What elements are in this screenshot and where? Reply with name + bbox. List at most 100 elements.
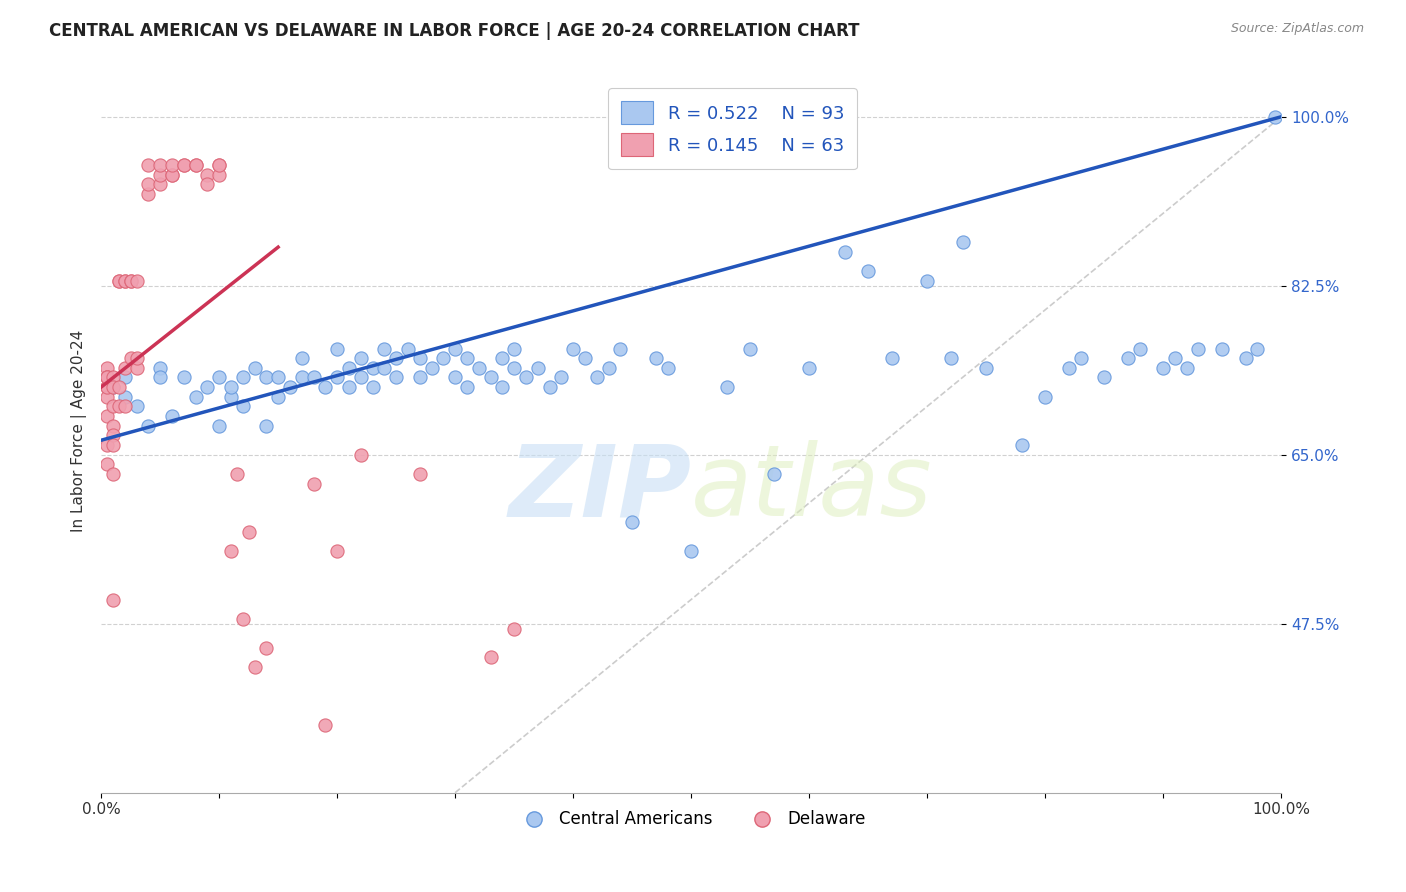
Point [96,409,118,423]
Text: Source: ZipAtlas.com: Source: ZipAtlas.com [1230,22,1364,36]
Point [409,467,432,481]
Point [373,360,395,375]
Point [657,360,679,375]
Point [195,380,218,394]
Point [503,342,526,356]
Point [125,360,148,375]
Point [219,544,242,558]
Point [409,370,432,384]
Point [1128,342,1150,356]
Point [444,342,467,356]
Point [361,360,384,375]
Point [254,640,277,655]
Point [96,360,118,375]
Point [550,370,572,384]
Point [1116,351,1139,366]
Point [136,178,159,192]
Point [232,612,254,626]
Point [208,168,231,182]
Point [160,158,183,172]
Point [219,390,242,404]
Point [101,467,124,481]
Point [915,274,938,288]
Point [1246,342,1268,356]
Point [797,360,820,375]
Point [149,168,172,182]
Point [538,380,561,394]
Point [1175,360,1198,375]
Point [396,342,419,356]
Point [515,370,537,384]
Point [526,360,548,375]
Point [114,360,136,375]
Point [681,544,703,558]
Point [101,438,124,452]
Point [114,370,136,384]
Point [409,351,432,366]
Point [160,168,183,182]
Point [96,370,118,384]
Point [208,158,231,172]
Point [337,380,360,394]
Point [385,351,408,366]
Point [108,274,131,288]
Point [208,158,231,172]
Point [952,235,974,250]
Legend: Central Americans, Delaware: Central Americans, Delaware [510,804,872,835]
Point [195,178,218,192]
Point [114,400,136,414]
Point [101,418,124,433]
Point [326,544,349,558]
Point [1264,110,1286,124]
Point [232,370,254,384]
Point [114,274,136,288]
Point [96,380,118,394]
Point [114,390,136,404]
Point [108,380,131,394]
Point [644,351,666,366]
Point [120,351,142,366]
Point [491,351,513,366]
Point [120,274,142,288]
Point [337,360,360,375]
Point [278,380,301,394]
Point [160,168,183,182]
Point [208,418,231,433]
Point [574,351,596,366]
Point [456,351,478,366]
Point [1092,370,1115,384]
Point [302,370,325,384]
Point [101,370,124,384]
Point [243,360,266,375]
Point [291,351,314,366]
Point [120,274,142,288]
Point [96,438,118,452]
Point [243,660,266,674]
Point [149,178,172,192]
Point [1187,342,1209,356]
Y-axis label: In Labor Force | Age 20-24: In Labor Force | Age 20-24 [72,329,87,532]
Point [491,380,513,394]
Point [1234,351,1257,366]
Point [173,370,195,384]
Point [96,458,118,472]
Point [96,390,118,404]
Point [149,158,172,172]
Point [125,351,148,366]
Point [101,380,124,394]
Point [149,370,172,384]
Point [326,370,349,384]
Point [96,370,118,384]
Point [184,390,207,404]
Point [420,360,443,375]
Point [598,360,620,375]
Point [609,342,631,356]
Point [96,370,118,384]
Point [108,400,131,414]
Point [716,380,738,394]
Point [856,264,879,278]
Point [108,274,131,288]
Point [503,360,526,375]
Point [136,187,159,202]
Text: atlas: atlas [692,440,932,537]
